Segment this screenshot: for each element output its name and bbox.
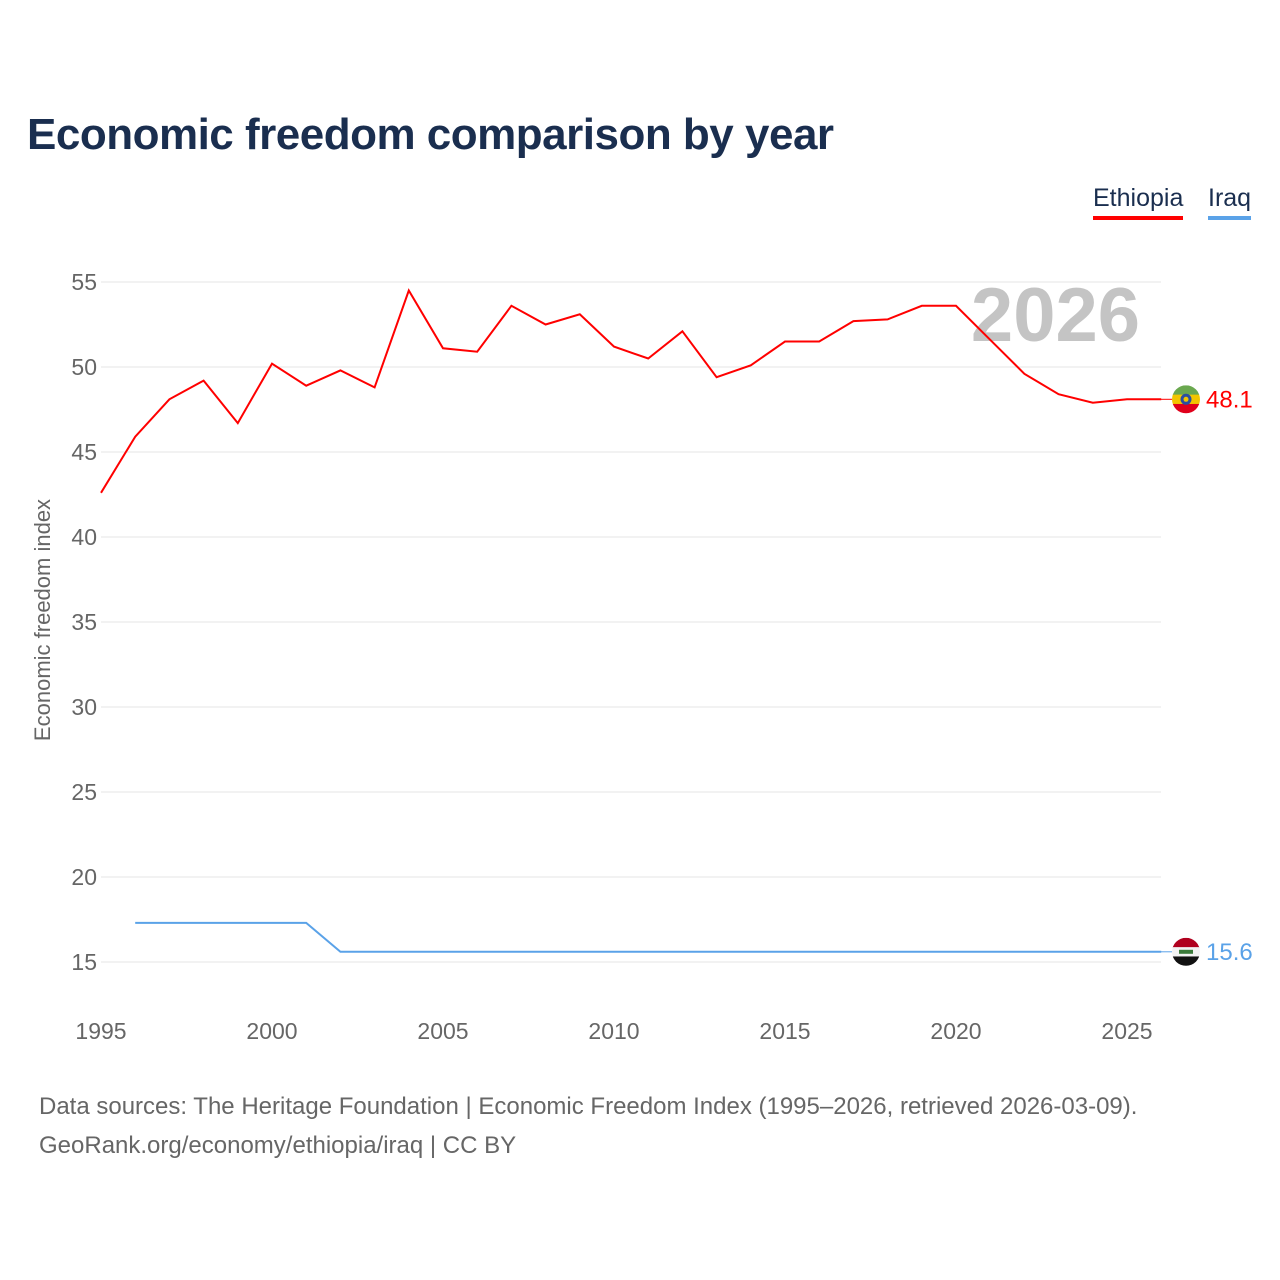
x-tick-label: 2000: [246, 1018, 297, 1044]
ethiopia-flag-icon: [1172, 403, 1200, 414]
iraq-flag-icon: [1172, 937, 1200, 948]
x-tick-label: 2005: [417, 1018, 468, 1044]
y-tick-label: 40: [71, 524, 97, 550]
y-tick-label: 25: [71, 779, 97, 805]
footer-sources: Data sources: The Heritage Foundation | …: [39, 1093, 1138, 1120]
x-tick-label: 2025: [1101, 1018, 1152, 1044]
legend-ethiopia[interactable]: Ethiopia: [1093, 184, 1184, 220]
y-axis-label: Economic freedom index: [30, 499, 55, 741]
y-tick-label: 20: [71, 864, 97, 890]
y-tick-label: 15: [71, 949, 97, 975]
x-tick-label: 1995: [75, 1018, 126, 1044]
footer-link[interactable]: GeoRank.org/economy/ethiopia/iraq | CC B…: [39, 1132, 517, 1159]
iraq-flag-icon: [1172, 956, 1200, 966]
flag-script-icon: [1179, 949, 1193, 954]
series-line-iraq: [135, 921, 1162, 953]
ethiopia-flag-icon: [1172, 385, 1200, 396]
y-tick-label: 50: [71, 354, 97, 380]
y-tick-label: 55: [71, 269, 97, 295]
footer: Data sources: The Heritage Foundation | …: [39, 1087, 1137, 1165]
legend-iraq[interactable]: Iraq: [1208, 184, 1252, 220]
y-tick-label: 30: [71, 694, 97, 720]
x-tick-label: 2015: [759, 1018, 810, 1044]
end-value-label-ethiopia: 48.1: [1206, 386, 1253, 413]
chart-title: Economic freedom comparison by year: [27, 110, 834, 159]
year-watermark: 2026: [971, 273, 1140, 358]
y-tick-label: 35: [71, 609, 97, 635]
end-value-label-iraq: 15.6: [1206, 939, 1253, 966]
y-tick-label: 45: [71, 439, 97, 465]
flag-star-icon: [1183, 396, 1189, 402]
series-line-ethiopia: [100, 288, 1162, 494]
x-tick-label: 2010: [588, 1018, 639, 1044]
x-tick-label: 2020: [930, 1018, 981, 1044]
